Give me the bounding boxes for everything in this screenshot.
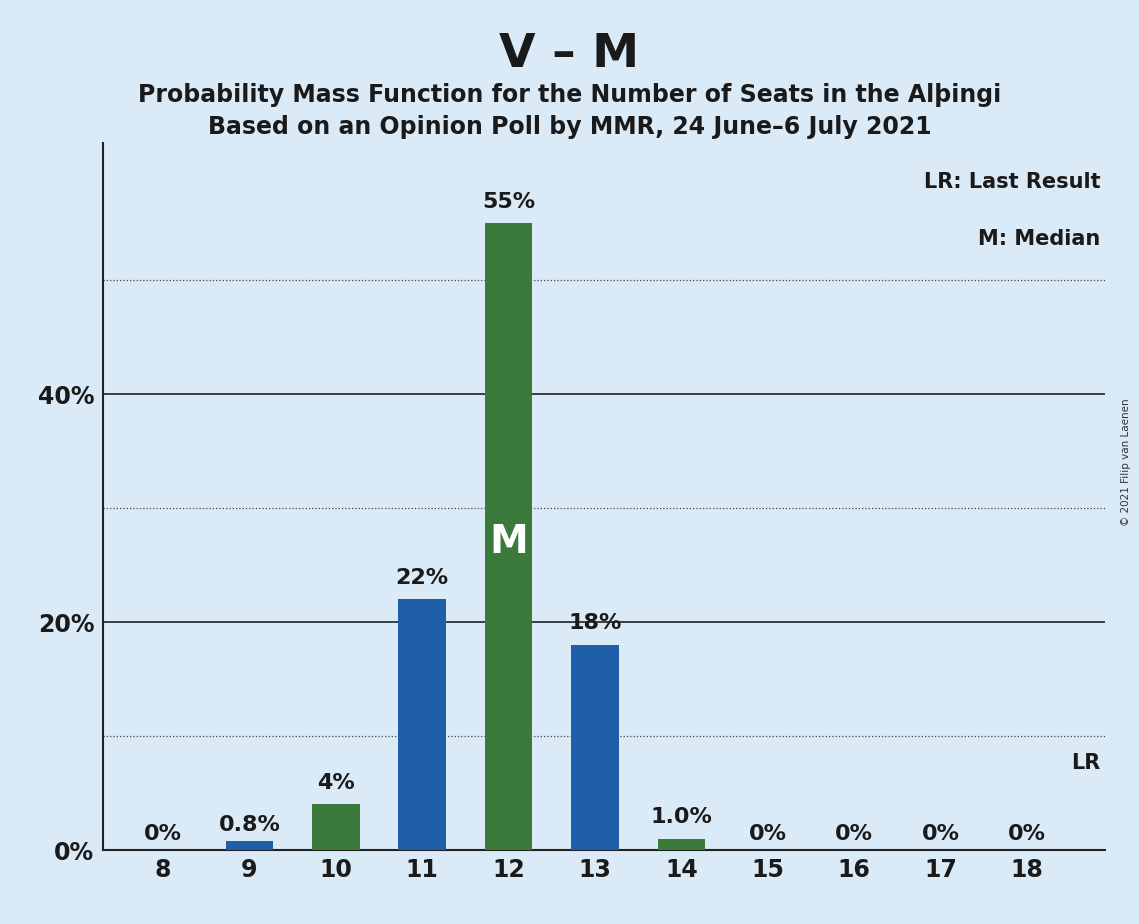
Text: 0%: 0% [748,824,787,845]
Bar [399,600,446,850]
Text: 22%: 22% [395,568,449,588]
Bar [312,805,360,850]
Text: 0%: 0% [1008,824,1046,845]
Bar [485,223,532,850]
Text: 4%: 4% [317,773,354,793]
Text: 0%: 0% [144,824,182,845]
Text: 55%: 55% [482,191,535,212]
Text: 0%: 0% [921,824,960,845]
Text: V – M: V – M [499,32,640,78]
Bar [226,841,273,850]
Text: 0.8%: 0.8% [219,815,280,835]
Text: Probability Mass Function for the Number of Seats in the Alþingi: Probability Mass Function for the Number… [138,83,1001,107]
Text: LR: LR [1072,753,1100,773]
Bar [572,645,618,850]
Text: 18%: 18% [568,614,622,634]
Text: 1.0%: 1.0% [650,808,712,827]
Text: LR: Last Result: LR: Last Result [924,172,1100,191]
Bar [657,839,705,850]
Text: M: M [490,523,528,561]
Text: © 2021 Filip van Laenen: © 2021 Filip van Laenen [1121,398,1131,526]
Text: 0%: 0% [835,824,874,845]
Text: M: Median: M: Median [978,229,1100,249]
Text: Based on an Opinion Poll by MMR, 24 June–6 July 2021: Based on an Opinion Poll by MMR, 24 June… [207,115,932,139]
